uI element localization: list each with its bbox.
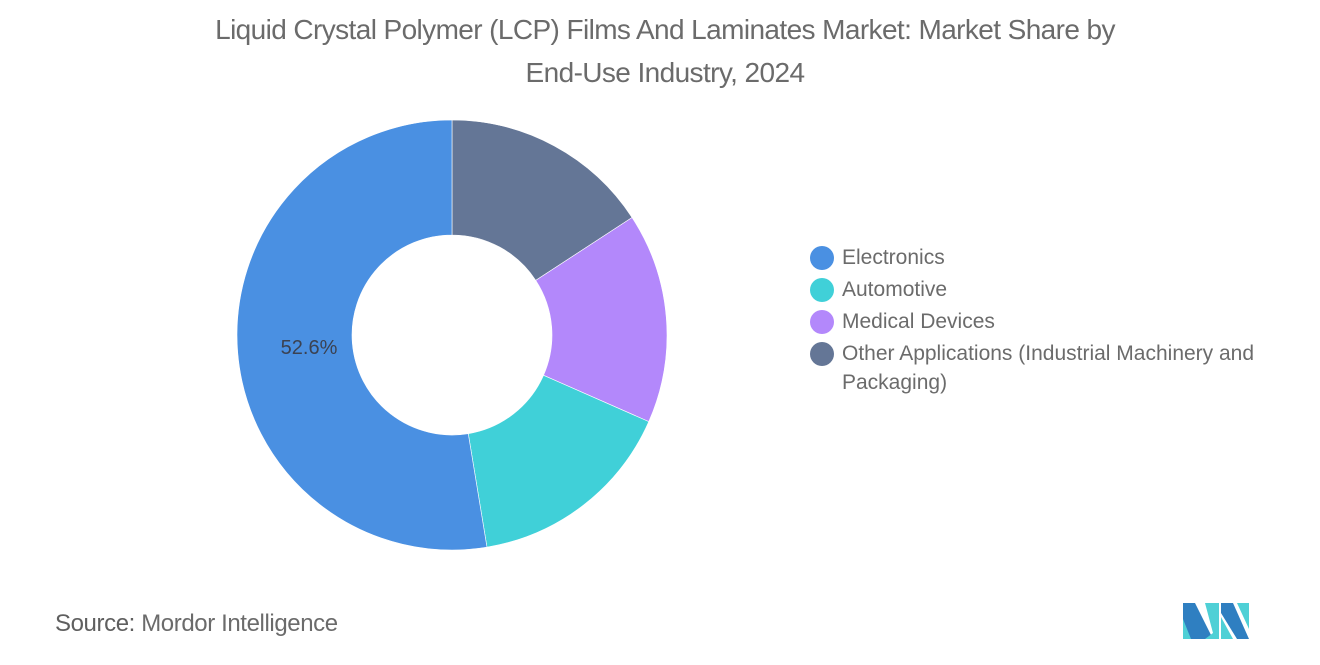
donut-slices xyxy=(236,119,668,551)
slice-medical-devices xyxy=(535,217,668,423)
source-value: Mordor Intelligence xyxy=(141,610,338,637)
slice-electronics xyxy=(236,119,488,551)
mordor-intelligence-logo-icon xyxy=(1183,603,1249,639)
legend-item-automotive: Automotive xyxy=(810,275,1270,304)
legend-dot-icon xyxy=(810,310,834,334)
legend-dot-icon xyxy=(810,278,834,302)
legend-item-other-applications: Other Applications (Industrial Machinery… xyxy=(810,339,1270,397)
slice-other-applications xyxy=(451,119,633,281)
legend-item-electronics: Electronics xyxy=(810,243,1270,272)
legend-item-medical-devices: Medical Devices xyxy=(810,307,1270,336)
slice-automotive xyxy=(467,374,650,548)
chart-title: Liquid Crystal Polymer (LCP) Films And L… xyxy=(100,8,1230,94)
legend-label: Other Applications (Industrial Machinery… xyxy=(842,342,1255,394)
legend: Electronics Automotive Medical Devices O… xyxy=(810,243,1270,400)
legend-dot-icon xyxy=(810,246,834,270)
chart-title-line-2: End-Use Industry, 2024 xyxy=(525,57,805,88)
legend-label: Automotive xyxy=(842,278,948,301)
legend-dot-icon xyxy=(810,342,834,366)
legend-label: Medical Devices xyxy=(842,310,995,333)
source-label: Source: xyxy=(55,610,135,637)
electronics-slice-label: 52.6% xyxy=(281,337,338,359)
source-note: Source: Mordor Intelligence xyxy=(55,610,338,638)
legend-label: Electronics xyxy=(842,246,945,269)
chart-title-line-1: Liquid Crystal Polymer (LCP) Films And L… xyxy=(215,14,1115,45)
